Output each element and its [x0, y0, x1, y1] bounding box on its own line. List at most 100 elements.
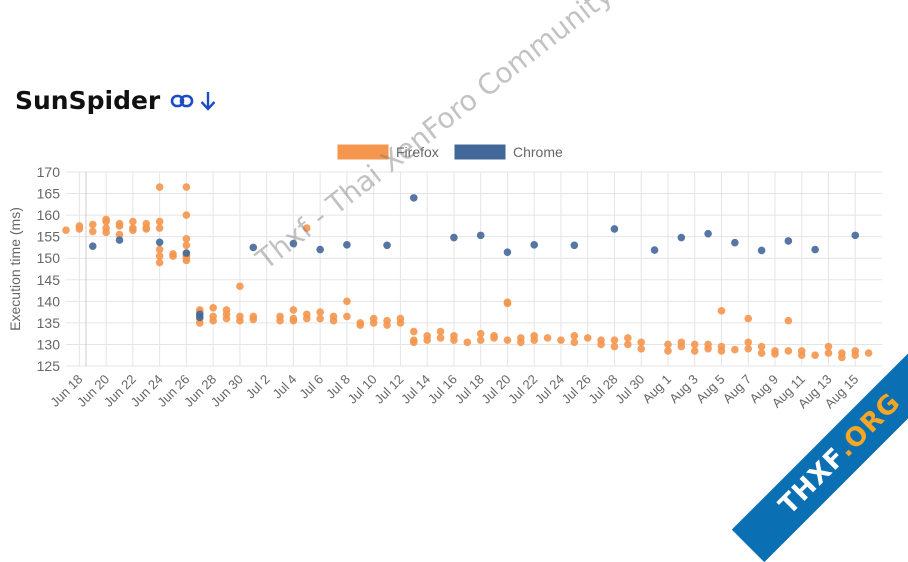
data-point — [677, 233, 686, 242]
x-tick-label: Jul 6 — [296, 372, 326, 402]
data-point — [690, 347, 699, 355]
data-point — [476, 336, 485, 344]
data-point — [744, 314, 753, 323]
data-point — [182, 241, 191, 250]
title-row: SunSpider — [15, 86, 216, 115]
data-point — [155, 224, 164, 232]
data-point — [289, 306, 298, 314]
ribbon-main: THXF — [773, 441, 853, 521]
data-point — [624, 340, 632, 349]
data-point — [436, 327, 445, 336]
data-point — [129, 217, 137, 226]
data-point — [155, 183, 164, 191]
data-point — [476, 329, 485, 338]
data-point — [155, 252, 164, 260]
data-point — [236, 282, 244, 291]
x-tick-label: Jul 14 — [398, 372, 433, 407]
data-point — [450, 233, 458, 242]
data-point — [102, 228, 110, 237]
data-point — [717, 307, 726, 315]
data-point — [155, 217, 164, 226]
data-point — [838, 349, 846, 357]
data-point — [182, 211, 191, 219]
y-tick-label: 130 — [37, 336, 61, 352]
data-point — [570, 338, 579, 347]
data-point — [543, 334, 552, 342]
data-point — [410, 194, 418, 202]
data-point — [195, 319, 204, 327]
data-point — [757, 342, 766, 351]
data-point — [530, 241, 538, 249]
data-point — [329, 316, 338, 325]
arrow-down-icon[interactable] — [200, 91, 216, 111]
data-point — [436, 334, 445, 342]
page-title: SunSpider — [15, 86, 161, 115]
data-point — [155, 258, 164, 267]
data-point — [316, 245, 324, 254]
data-point — [717, 347, 726, 355]
x-tick-label: Jul 18 — [452, 372, 487, 407]
legend-label: Firefox — [396, 144, 439, 160]
y-tick-label: 160 — [37, 207, 61, 223]
y-axis-label: Execution time (ms) — [7, 207, 23, 331]
x-tick-label: Jul 26 — [559, 372, 594, 407]
data-point — [864, 349, 873, 357]
data-point — [169, 252, 177, 260]
y-tick-label: 135 — [37, 315, 61, 331]
data-point — [410, 327, 418, 336]
data-point — [610, 342, 619, 351]
y-tick-label: 155 — [37, 229, 61, 245]
data-point — [690, 340, 699, 349]
data-point — [316, 314, 324, 323]
y-tick-label: 140 — [37, 293, 61, 309]
data-point — [664, 340, 672, 349]
x-tick-label: Jul 20 — [478, 372, 513, 407]
data-point — [503, 336, 512, 344]
data-point — [115, 219, 124, 228]
data-point — [88, 242, 97, 250]
data-point — [731, 238, 739, 247]
data-point — [570, 241, 579, 250]
data-point — [731, 345, 739, 354]
data-point — [597, 336, 605, 344]
link-icon[interactable] — [170, 93, 194, 109]
data-point — [302, 224, 311, 232]
data-point — [129, 226, 137, 234]
y-tick-label: 125 — [37, 358, 61, 374]
data-point — [289, 239, 298, 248]
data-point — [195, 313, 204, 322]
data-point — [530, 336, 538, 344]
data-point — [784, 316, 793, 325]
y-tick-label: 145 — [37, 272, 61, 288]
data-point — [610, 336, 619, 344]
data-point — [650, 246, 659, 254]
data-point — [503, 248, 512, 256]
x-tick-label: Jul 24 — [532, 372, 567, 407]
chart: 125 130 135 140 145 150 155 160 165 170 Jun 18 Jun … — [0, 138, 908, 438]
data-point — [757, 349, 766, 357]
x-tick-label: Aug 1 — [639, 372, 674, 407]
data-point — [624, 334, 632, 342]
data-point — [249, 243, 258, 252]
data-point — [784, 237, 793, 245]
data-point — [209, 304, 217, 312]
data-point — [824, 342, 833, 351]
series-chrome — [88, 194, 860, 322]
data-point — [851, 231, 860, 240]
data-point — [784, 347, 793, 355]
data-point — [744, 338, 753, 347]
x-tick-label: Jul 12 — [371, 372, 406, 407]
data-point — [182, 256, 191, 265]
data-point — [155, 238, 164, 247]
data-point — [142, 225, 151, 233]
y-tick-label: 165 — [37, 186, 61, 202]
y-tick-label: 150 — [37, 250, 61, 266]
x-tick-label: Jul 10 — [345, 372, 380, 407]
legend-swatch — [337, 144, 389, 160]
x-tick-label: Jul 30 — [612, 372, 647, 407]
x-tick-label: Jul 22 — [505, 372, 540, 407]
data-point — [570, 332, 579, 340]
data-point — [75, 225, 84, 233]
data-point — [343, 297, 351, 306]
data-point — [302, 314, 311, 323]
